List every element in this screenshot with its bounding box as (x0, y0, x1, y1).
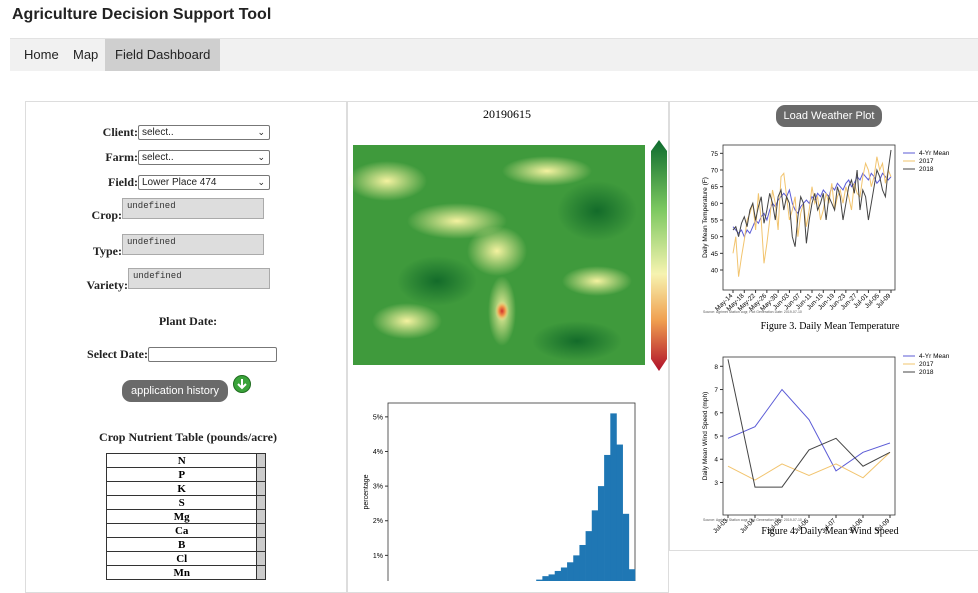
y-tick-label: 6 (714, 410, 718, 417)
y-tick-label: 3% (373, 484, 383, 491)
histogram-bar (549, 574, 555, 581)
chart-source: Source: Agrimet Station cogr, Plot Gener… (703, 310, 802, 314)
histogram-bar (629, 569, 635, 581)
histogram-bar (542, 576, 548, 581)
y-axis-label: percentage (363, 474, 370, 509)
legend-label: 2017 (919, 158, 934, 165)
y-tick-label: 60 (711, 201, 719, 208)
y-tick-label: 45 (711, 251, 719, 258)
y-tick-label: 4% (373, 449, 383, 456)
histogram-bar (623, 514, 629, 581)
chart-caption: Figure 4. Daily Mean Wind Speed (761, 526, 898, 537)
chart-source: Source: Agrimet Station cogr, Plot Gener… (703, 518, 802, 522)
legend-label: 4-Yr Mean (919, 150, 950, 157)
y-axis-label: Daily Mean Wind Speed (mph) (702, 392, 709, 481)
histogram-bar (616, 445, 622, 581)
histogram-bar (567, 562, 573, 581)
y-tick-label: 1% (373, 553, 383, 560)
histogram-bar (610, 413, 616, 581)
histogram-bar (561, 567, 567, 581)
y-axis-label: Daily Mean Temperature (F) (702, 177, 709, 258)
y-tick-label: 50 (711, 234, 719, 241)
y-tick-label: 75 (711, 151, 719, 158)
y-tick-label: 2% (373, 518, 383, 525)
page: html,body{margin:0;padding:0;width:978px… (0, 0, 978, 581)
y-tick-label: 55 (711, 218, 719, 225)
y-tick-label: 3 (714, 480, 718, 487)
legend-label: 2018 (919, 369, 934, 376)
y-tick-label: 4 (714, 457, 718, 464)
y-tick-label: 65 (711, 184, 719, 191)
legend-label: 2017 (919, 361, 934, 368)
legend-label: 4-Yr Mean (919, 353, 950, 360)
plot-area (723, 357, 895, 515)
histogram-bar (573, 555, 579, 581)
histogram-bar (586, 531, 592, 581)
chart-caption: Figure 3. Daily Mean Temperature (761, 321, 900, 332)
y-tick-label: 8 (714, 364, 718, 371)
y-tick-label: 5% (373, 414, 383, 421)
y-tick-label: 70 (711, 168, 719, 175)
histogram-bar (555, 571, 561, 581)
legend-label: 2018 (919, 166, 934, 173)
charts: 1%2%3%4%5%percentage4045505560657075Dail… (0, 0, 978, 581)
y-tick-label: 5 (714, 434, 718, 441)
body: {"header":{"title":"Agriculture Decision… (0, 0, 978, 581)
histogram-bar (604, 455, 610, 581)
y-tick-label: 40 (711, 268, 719, 275)
histogram-bar (598, 486, 604, 581)
y-tick-label: 7 (714, 387, 718, 394)
histogram-bar (592, 510, 598, 581)
histogram-bar (579, 545, 585, 581)
